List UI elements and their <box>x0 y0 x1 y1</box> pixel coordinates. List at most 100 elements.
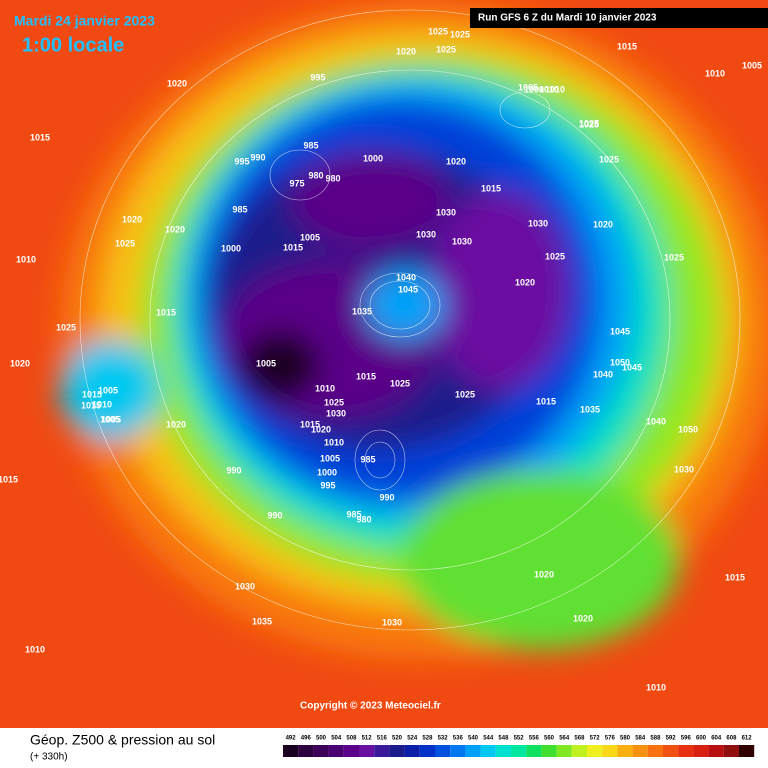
isobar-label: 1015 <box>81 400 101 410</box>
isobar-label: 985 <box>360 454 375 464</box>
scale-swatch <box>328 745 344 757</box>
run-info: Run GFS 6 Z du Mardi 10 janvier 2023 <box>478 13 657 24</box>
isobar-label: 990 <box>250 152 265 162</box>
isobar-label: 1025 <box>428 26 448 36</box>
isobar-label: 1015 <box>617 41 637 51</box>
scale-swatch <box>313 745 329 757</box>
isobar-label: 1050 <box>678 424 698 434</box>
color-scale: 492 496 500 504 508 512 516 520 524 528 532 536 540 5… <box>283 736 755 757</box>
isobar-label: 1020 <box>396 46 416 56</box>
isobar-label: 1045 <box>622 362 642 372</box>
isobar-label: 1010 <box>539 84 559 94</box>
scale-label: 528 <box>422 736 433 742</box>
isobar-label: 1025 <box>436 44 456 54</box>
scale-label: 612 <box>742 736 753 742</box>
scale-swatch <box>647 745 663 757</box>
scale-label: 524 <box>407 736 418 742</box>
isobar-label: 1000 <box>363 153 383 163</box>
scale-label: 600 <box>696 736 707 742</box>
scale-swatch <box>374 745 390 757</box>
isobar-label: 1005 <box>300 232 320 242</box>
isobar-label: 990 <box>379 492 394 502</box>
scale-swatch <box>526 745 542 757</box>
isobar-labels: 1025 102510209951015101010051020101599098… <box>0 26 762 692</box>
isobar-label: 1030 <box>326 408 346 418</box>
isobar-label: 1025 <box>390 378 410 388</box>
isobar-label: 1015 <box>481 183 501 193</box>
isobar-label: 1005 <box>101 414 121 424</box>
isobar-label: 1045 <box>610 326 630 336</box>
isobar-label: 1015 <box>725 572 745 582</box>
isobar-label: 1010 <box>646 682 666 692</box>
isobar-label: 1040 <box>593 369 613 379</box>
scale-swatch <box>708 745 724 757</box>
scale-label: 540 <box>468 736 479 742</box>
scale-label: 576 <box>605 736 616 742</box>
isobar-label: 1030 <box>382 617 402 627</box>
isobar-label: 1035 <box>352 306 372 316</box>
isobar-label: 1030 <box>528 218 548 228</box>
isobar-label: 995 <box>310 72 325 82</box>
isobar-label: 1030 <box>436 207 456 217</box>
scale-label: 548 <box>498 736 509 742</box>
isobar-label: 1020 <box>515 277 535 287</box>
scale-label: 516 <box>377 736 388 742</box>
scale-swatch <box>465 745 481 757</box>
isobar-label: 1010 <box>25 644 45 654</box>
scale-swatch <box>389 745 405 757</box>
isobar-label: 1000 <box>524 84 544 94</box>
isobar-label: 1025 <box>324 397 344 407</box>
isobar-label: 980 <box>308 170 323 180</box>
scale-swatch <box>571 745 587 757</box>
copyright: Copyright © 2023 Meteociel.fr <box>300 701 441 712</box>
isobar-label: 1020 <box>593 219 613 229</box>
isobar-label: 1050 <box>610 357 630 367</box>
isobar-label: 1025 <box>579 118 599 128</box>
isobar-label: 1020 <box>166 419 186 429</box>
isobar-label: 1030 <box>416 229 436 239</box>
time: 1:00 locale <box>22 34 124 56</box>
scale-label: 508 <box>346 736 357 742</box>
isobar-label: 1020 <box>311 424 331 434</box>
scale-swatch <box>617 745 633 757</box>
isobar-label: 995 <box>320 480 335 490</box>
scale-label: 552 <box>514 736 525 742</box>
scale-label: 544 <box>483 736 494 742</box>
isobar-label: 1005 <box>100 414 120 424</box>
isobar-label: 1035 <box>580 404 600 414</box>
isobar-label: 1015 <box>356 371 376 381</box>
scale-swatch <box>298 745 314 757</box>
scale-label: 572 <box>590 736 601 742</box>
scale-label: 512 <box>362 736 373 742</box>
isobar-label: 980 <box>325 173 340 183</box>
scale-label: 560 <box>544 736 555 742</box>
isobar-label: 1040 <box>396 272 416 282</box>
isobar-label: 1005 <box>518 82 538 92</box>
scale-label: 564 <box>559 736 570 742</box>
isobar-label: 1015 <box>283 242 303 252</box>
isobar-label: 1020 <box>573 613 593 623</box>
isobar-label: 1025 <box>579 119 599 129</box>
isobar-label: 1020 <box>534 569 554 579</box>
isobar-label: 1020 <box>446 156 466 166</box>
isobar-label: 1025 <box>115 238 135 248</box>
scale-swatch <box>739 745 755 757</box>
isobar-label: 1030 <box>674 464 694 474</box>
scale-label: 492 <box>286 736 297 742</box>
isobar-label: 1020 <box>167 78 187 88</box>
isobar-label: 1025 <box>450 29 470 39</box>
scale-label: 584 <box>635 736 646 742</box>
scale-label: 536 <box>453 736 464 742</box>
scale-swatch <box>419 745 435 757</box>
isobar-label: 990 <box>226 465 241 475</box>
isobar-label: 1030 <box>452 236 472 246</box>
scale-swatch <box>541 745 557 757</box>
footer-title: Géop. Z500 & pression au sol <box>30 732 215 748</box>
scale-swatch <box>663 745 679 757</box>
scale-swatch <box>343 745 359 757</box>
scale-label: 604 <box>711 736 722 742</box>
isobar-label: 1025 <box>599 154 619 164</box>
isobar-label: 1030 <box>235 581 255 591</box>
isobar-label: 1025 <box>664 252 684 262</box>
scale-label: 592 <box>666 736 677 742</box>
